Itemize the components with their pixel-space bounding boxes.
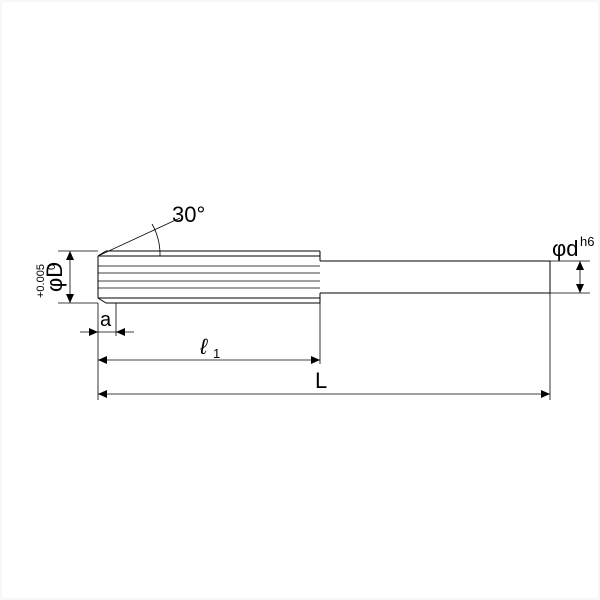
angle-label: 30° [172, 202, 205, 227]
arrow-L-l [98, 390, 107, 398]
body-chamfer-bot [98, 298, 106, 303]
arrow-l1-l [98, 356, 107, 364]
technical-drawing: 30° φD +0.005 0 a ℓ 1 L φd h6 [0, 0, 600, 600]
arrow-a-r [116, 328, 125, 336]
l1-label: ℓ [199, 334, 208, 359]
arrow-L-r [541, 390, 550, 398]
arrow-a-l [89, 328, 98, 336]
dia-d-label: φd [552, 236, 579, 261]
arrow-l1-r [311, 356, 320, 364]
arrow-d-t [576, 261, 584, 270]
l1-sub: 1 [213, 346, 220, 361]
arrow-D-top [66, 251, 74, 260]
L-label: L [315, 368, 327, 393]
tol-lower: 0 [46, 264, 58, 270]
chamfer-angle-line [98, 218, 180, 256]
dia-d-tol: h6 [580, 234, 594, 249]
arrow-d-b [576, 284, 584, 293]
frame [1, 1, 599, 599]
a-label: a [100, 309, 112, 331]
arrow-D-bot [66, 294, 74, 303]
